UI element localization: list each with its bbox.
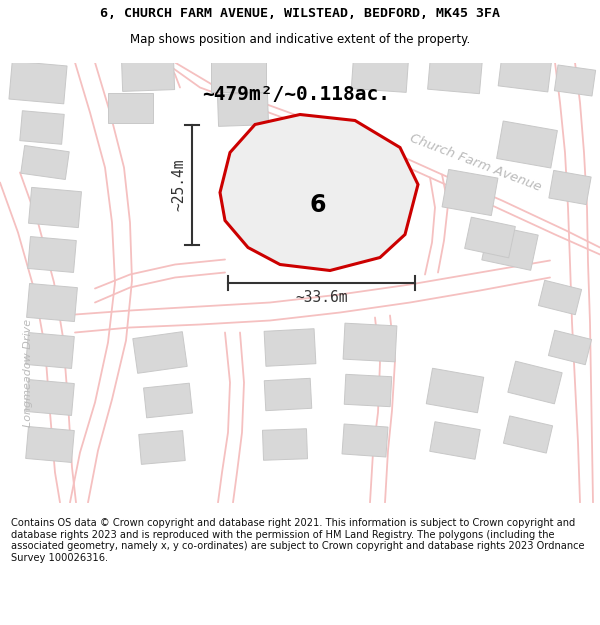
Bar <box>29 188 82 228</box>
Bar <box>503 416 553 453</box>
Bar <box>430 422 480 459</box>
Text: Church Farm Avenue: Church Farm Avenue <box>407 131 542 194</box>
Text: ~479m²/~0.118ac.: ~479m²/~0.118ac. <box>202 86 390 104</box>
Bar <box>28 236 76 272</box>
Bar <box>217 92 269 126</box>
Bar <box>464 217 515 258</box>
Bar <box>342 424 388 457</box>
Bar <box>211 54 265 91</box>
Bar <box>133 332 187 373</box>
Bar <box>26 379 74 416</box>
Text: 6: 6 <box>310 192 326 216</box>
Bar <box>343 323 397 362</box>
Bar <box>264 329 316 366</box>
Bar <box>262 429 308 460</box>
Bar <box>498 53 552 92</box>
Bar <box>344 374 392 407</box>
Text: Longmeadow Drive: Longmeadow Drive <box>23 318 33 426</box>
Polygon shape <box>220 114 418 271</box>
Bar <box>554 65 596 96</box>
Bar <box>549 171 591 204</box>
Bar <box>426 368 484 413</box>
Text: 6, CHURCH FARM AVENUE, WILSTEAD, BEDFORD, MK45 3FA: 6, CHURCH FARM AVENUE, WILSTEAD, BEDFORD… <box>100 8 500 21</box>
Bar <box>9 61 67 104</box>
Bar <box>497 121 557 168</box>
Bar <box>538 280 581 315</box>
Text: ~25.4m: ~25.4m <box>171 158 186 211</box>
Bar <box>143 383 193 418</box>
Text: Contains OS data © Crown copyright and database right 2021. This information is : Contains OS data © Crown copyright and d… <box>11 518 584 563</box>
Bar <box>428 55 482 94</box>
Bar <box>121 54 175 91</box>
Bar <box>442 169 498 216</box>
Bar <box>352 52 409 92</box>
Bar <box>264 378 312 411</box>
Bar <box>21 146 69 179</box>
Bar <box>20 111 64 144</box>
Bar <box>107 92 152 123</box>
Bar <box>482 225 538 270</box>
Bar <box>26 284 77 321</box>
Bar <box>252 163 358 262</box>
Bar <box>508 361 562 404</box>
Bar <box>26 426 74 462</box>
Text: Map shows position and indicative extent of the property.: Map shows position and indicative extent… <box>130 34 470 46</box>
Bar <box>139 431 185 464</box>
Text: ~33.6m: ~33.6m <box>295 291 348 306</box>
Bar <box>26 332 74 369</box>
Bar <box>548 330 592 365</box>
